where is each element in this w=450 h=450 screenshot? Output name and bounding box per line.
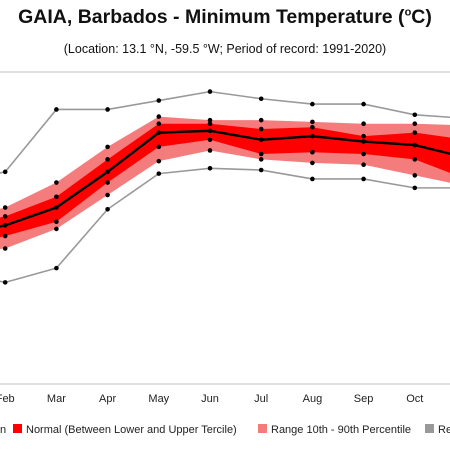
- lower-tercile-point: [54, 219, 59, 225]
- record-high-point: [412, 112, 418, 118]
- legend: n Normal (Between Lower and Upper Tercile…: [0, 424, 450, 436]
- percentile-10-point: [105, 192, 110, 198]
- record-high-point: [105, 107, 110, 112]
- lower-tercile-point: [412, 157, 418, 162]
- median-point: [207, 128, 213, 134]
- upper-tercile-point: [207, 121, 213, 127]
- percentile-90-point: [412, 121, 418, 127]
- median-line: [0, 129, 450, 228]
- record-high-point: [2, 169, 8, 175]
- percentile-90-point: [258, 117, 264, 123]
- record-low-point: [258, 167, 264, 173]
- chart-subtitle: (Location: 13.1 °N, -59.5 °W; Period of …: [63, 42, 387, 56]
- legend-label: Normal (Between Lower and Upper Tercile): [26, 424, 237, 436]
- percentile-10-point: [258, 157, 264, 162]
- median-point: [310, 133, 315, 139]
- upper-tercile-point: [412, 130, 418, 135]
- x-axis-ticks: Feb Mar Apr May Jun Jul Aug Sep Oct: [0, 393, 423, 405]
- lower-tercile-point: [207, 137, 213, 143]
- record-high-point: [310, 101, 315, 107]
- median-point: [258, 137, 264, 143]
- record-high-point: [54, 107, 59, 112]
- lower-tercile-point: [156, 144, 162, 150]
- percentile-90-point: [207, 117, 213, 123]
- plot-area: [0, 71, 450, 385]
- x-tick-label: Feb: [0, 393, 15, 405]
- median-point: [156, 130, 162, 135]
- record-low-line: [0, 167, 450, 284]
- upper-tercile-point: [156, 121, 162, 127]
- percentile-10-point: [207, 148, 213, 153]
- record-low-point: [105, 206, 110, 212]
- upper-tercile-point: [310, 124, 315, 130]
- percentile-10-point: [412, 173, 418, 178]
- percentile-10-point: [2, 246, 8, 251]
- upper-tercile-point: [54, 194, 59, 200]
- lower-tercile-point: [361, 151, 366, 157]
- x-tick-label: Oct: [406, 393, 423, 405]
- percentile-90-point: [2, 205, 8, 210]
- legend-label: n: [0, 424, 6, 436]
- upper-tercile-point: [105, 157, 110, 162]
- median-point: [105, 169, 110, 175]
- record-low-point: [156, 171, 162, 176]
- lower-tercile-point: [2, 233, 8, 239]
- tercile-band: [0, 123, 450, 238]
- record-high-point: [258, 96, 264, 102]
- record-low-point: [54, 265, 59, 271]
- legend-label: Re: [438, 424, 450, 436]
- percentile-90-point: [156, 114, 162, 119]
- legend-label: Range 10th - 90th Percentile: [271, 424, 411, 436]
- percentile-10-point: [156, 158, 162, 164]
- lower-tercile-point: [105, 180, 110, 185]
- record-high-point: [156, 98, 162, 103]
- percentile-90-point: [310, 119, 315, 125]
- x-tick-label: Aug: [303, 393, 323, 405]
- record-low-point: [207, 165, 213, 171]
- median-point: [412, 142, 418, 148]
- chart-title: GAIA, Barbados - Minimum Temperature (oC…: [18, 6, 432, 28]
- legend-swatch: [258, 424, 267, 433]
- median-point: [2, 223, 8, 228]
- upper-tercile-point: [361, 133, 366, 139]
- median-point: [54, 205, 59, 210]
- legend-swatch: [425, 424, 434, 433]
- x-tick-label: Sep: [354, 393, 374, 405]
- record-high-line: [0, 90, 450, 174]
- percentile-10-point: [54, 226, 59, 232]
- percentile-10-point: [361, 162, 366, 168]
- upper-tercile-point: [2, 214, 8, 219]
- record-low-point: [310, 176, 315, 182]
- x-tick-label: Mar: [47, 393, 66, 405]
- lower-tercile-point: [258, 151, 264, 157]
- record-high-point: [361, 101, 366, 107]
- x-tick-label: Apr: [99, 393, 116, 405]
- record-high-point: [207, 89, 213, 94]
- x-tick-label: Jul: [254, 393, 268, 405]
- lower-tercile-point: [310, 149, 315, 155]
- record-low-point: [412, 185, 418, 191]
- percentile-10-point: [310, 160, 315, 166]
- upper-tercile-point: [258, 126, 264, 132]
- record-low-point: [2, 280, 8, 285]
- record-low-point: [361, 176, 366, 182]
- percentile-90-point: [361, 121, 366, 127]
- legend-swatch: [13, 424, 22, 433]
- x-tick-label: May: [148, 393, 169, 405]
- percentile-90-point: [54, 180, 59, 185]
- median-point: [361, 139, 366, 144]
- x-tick-label: Jun: [201, 393, 219, 405]
- percentile-90-point: [105, 144, 110, 150]
